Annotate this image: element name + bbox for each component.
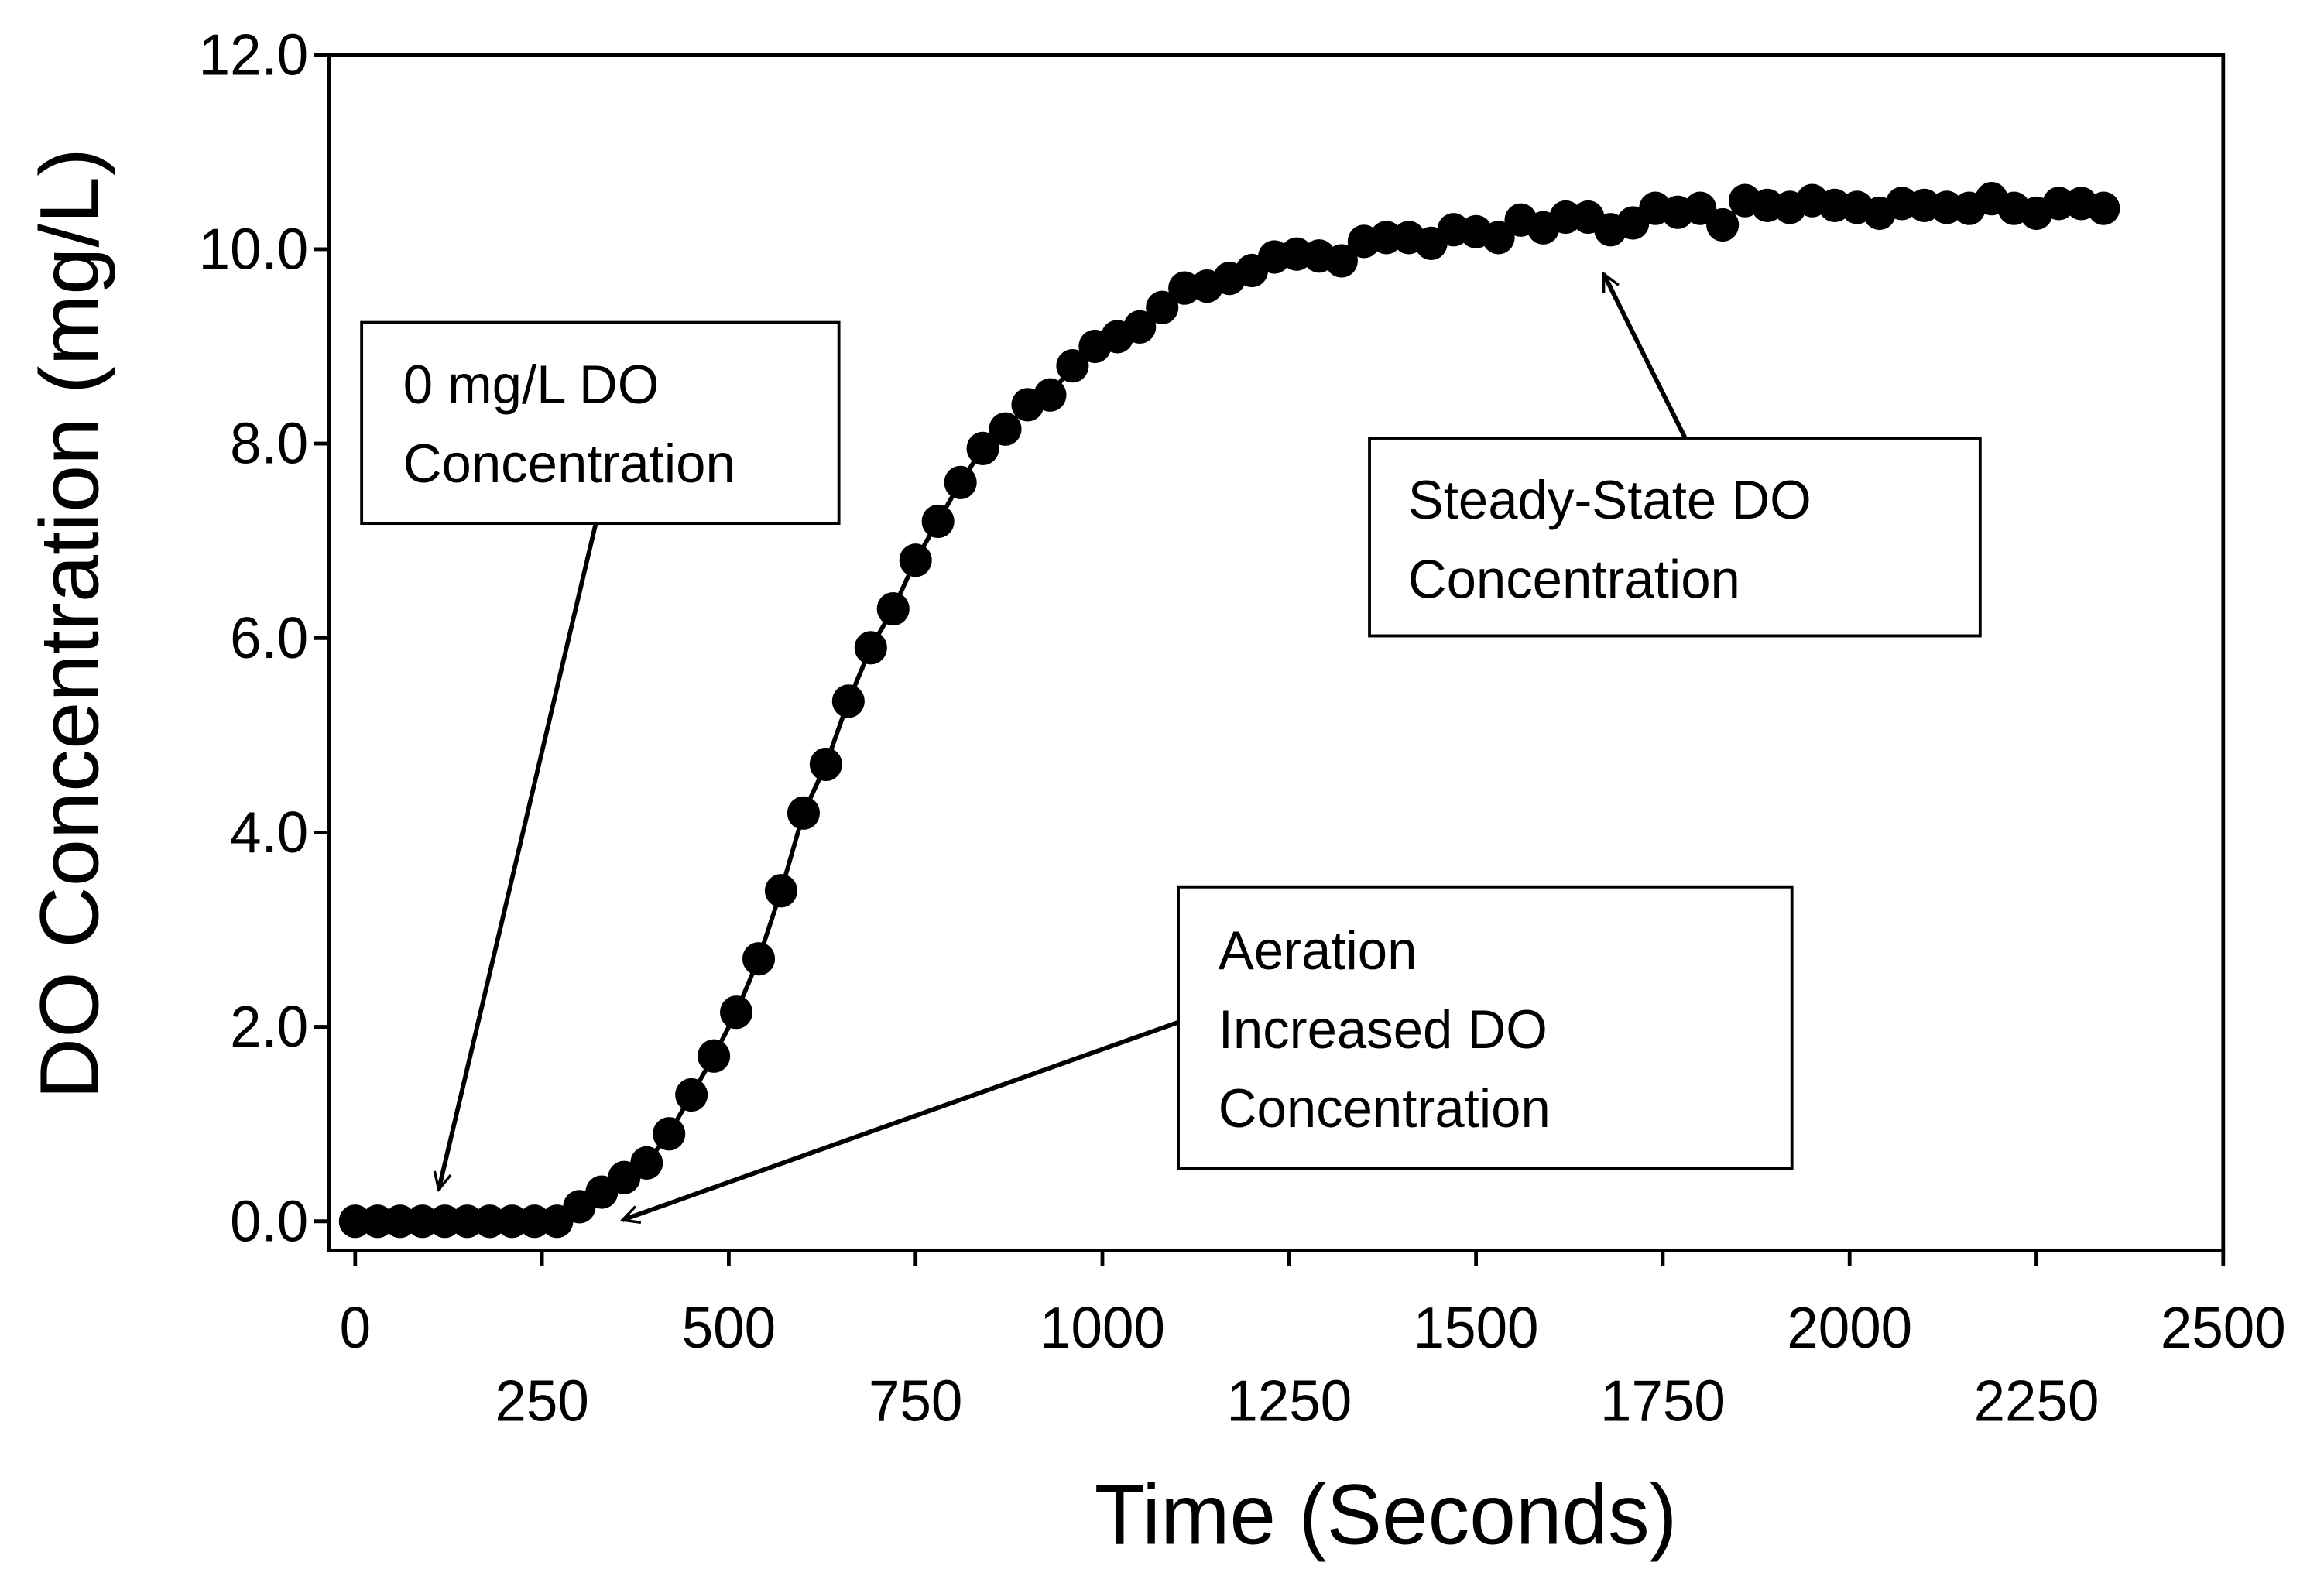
data-point — [698, 1039, 731, 1073]
y-tick-label: 10.0 — [199, 217, 309, 282]
y-tick-label: 6.0 — [230, 605, 308, 670]
plot-frame — [327, 53, 2226, 1252]
x-tick-label: 1250 — [1226, 1369, 1352, 1434]
data-point — [473, 1204, 506, 1239]
y-tick-label: 4.0 — [230, 800, 308, 865]
x-tick-label: 2500 — [2161, 1295, 2286, 1360]
x-tick-label: 0 — [340, 1295, 371, 1360]
annotation-text: Increased DO — [1219, 999, 1548, 1060]
data-point — [1033, 378, 1067, 412]
data-point — [1123, 310, 1157, 344]
y-tick-label: 12.0 — [199, 22, 309, 87]
x-tick-label: 500 — [682, 1295, 776, 1360]
data-point — [876, 591, 910, 626]
annotation-box — [360, 320, 841, 526]
annotation-box — [1177, 885, 1794, 1170]
data-point — [1146, 290, 1179, 324]
y-tick-label: 2.0 — [230, 994, 308, 1059]
data-point — [989, 412, 1022, 446]
x-tick-label: 2250 — [1974, 1369, 2099, 1434]
x-tick-label: 1000 — [1040, 1295, 1165, 1360]
annotation-arrow — [439, 522, 598, 1190]
x-tick-label: 1500 — [1414, 1295, 1539, 1360]
x-tick-label: 2000 — [1787, 1295, 1912, 1360]
annotation-text: Concentration — [1219, 1078, 1551, 1139]
annotation-box — [1368, 437, 1982, 638]
data-point — [854, 631, 887, 665]
y-tick-label: 8.0 — [230, 411, 308, 476]
data-point — [495, 1204, 529, 1239]
data-point — [809, 747, 842, 782]
data-point — [2042, 187, 2075, 221]
data-point — [1369, 221, 1403, 255]
data-point — [921, 504, 955, 539]
annotation-arrow — [1601, 274, 1688, 440]
data-point — [966, 431, 999, 465]
data-point — [428, 1204, 461, 1239]
annotation-text: Steady-State DO — [1408, 469, 1812, 530]
data-point — [944, 465, 977, 499]
data-point — [675, 1078, 708, 1112]
data-point — [406, 1204, 439, 1239]
data-point — [518, 1204, 551, 1239]
x-tick-label: 1750 — [1600, 1369, 1726, 1434]
data-point — [1549, 200, 1582, 235]
data-point — [630, 1146, 663, 1180]
annotation-text: 0 mg/L DO — [403, 354, 660, 415]
plot-area — [338, 181, 2120, 1239]
x-tick-label: 250 — [495, 1369, 588, 1434]
data-point — [2087, 191, 2120, 225]
data-point — [1684, 191, 1717, 225]
data-point — [383, 1204, 416, 1239]
data-point — [1325, 244, 1358, 278]
data-point — [742, 942, 776, 976]
data-point — [361, 1204, 394, 1239]
annotation-text: Concentration — [403, 433, 735, 494]
x-axis-label: Time (Seconds) — [1095, 1468, 1678, 1563]
data-point — [899, 543, 932, 577]
data-point — [1056, 349, 1089, 383]
annotation-text: Concentration — [1408, 549, 1740, 610]
data-point — [653, 1117, 686, 1151]
x-tick-label: 750 — [869, 1369, 962, 1434]
data-point — [831, 684, 865, 718]
y-axis-label: DO Concentration (mg/L) — [24, 148, 116, 1099]
data-point — [764, 874, 798, 908]
data-point — [1482, 221, 1515, 255]
data-point — [451, 1204, 484, 1239]
y-tick-label: 0.0 — [230, 1188, 308, 1253]
data-point — [787, 796, 820, 830]
data-point — [720, 995, 753, 1030]
data-point — [1706, 207, 1740, 242]
data-point — [338, 1204, 372, 1239]
annotation-arrow — [622, 1019, 1180, 1220]
annotation-text: Aeration — [1219, 920, 1417, 981]
